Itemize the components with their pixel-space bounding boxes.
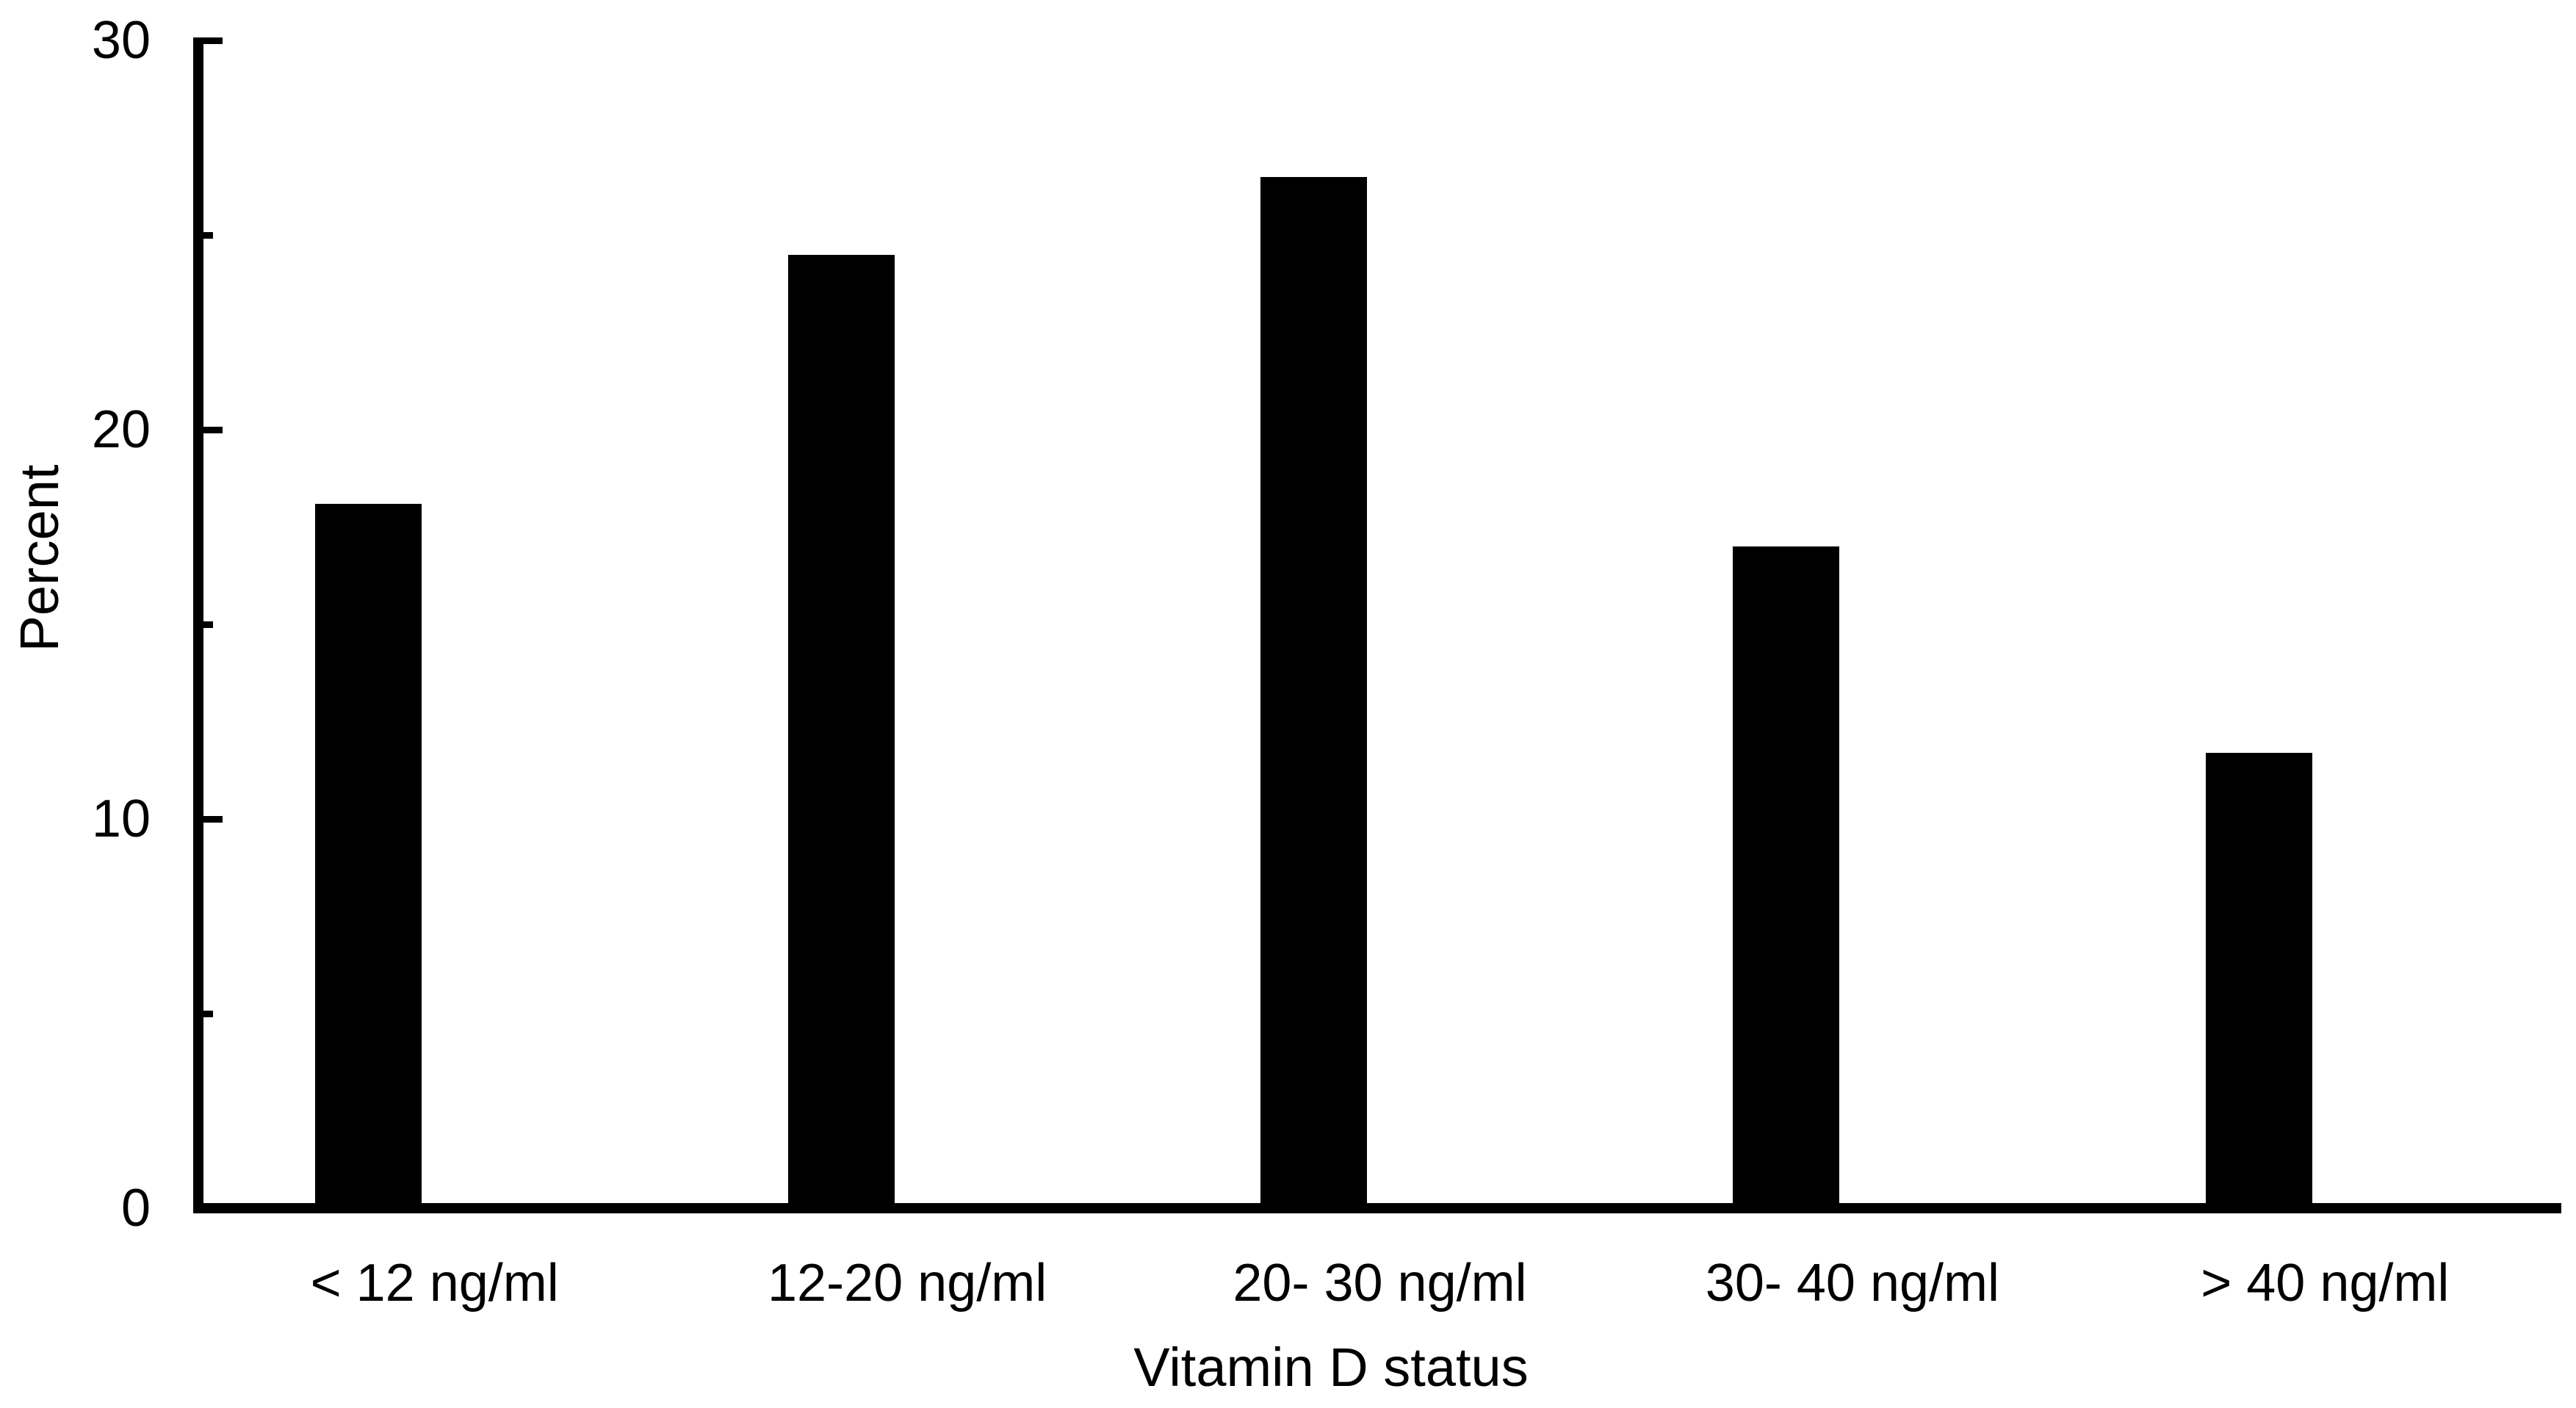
x-tick-label: < 12 ng/ml	[310, 1254, 559, 1313]
y-tick-label: 0	[120, 1179, 151, 1238]
y-tick-label: 30	[91, 11, 151, 70]
x-tick-label: 30- 40 ng/ml	[1705, 1254, 1999, 1313]
bar	[315, 503, 422, 1208]
y-axis-line	[193, 37, 203, 1213]
x-tick-label: 12-20 ng/ml	[767, 1254, 1047, 1313]
y-major-tick	[203, 37, 223, 44]
y-axis-title: Percent	[9, 464, 70, 652]
x-tick-label: 20- 30 ng/ml	[1233, 1254, 1527, 1313]
y-major-tick	[203, 426, 223, 433]
y-minor-tick	[203, 231, 213, 239]
y-tick-label: 20	[91, 400, 151, 459]
y-tick-label: 10	[91, 790, 151, 848]
x-axis-line	[193, 1203, 2561, 1213]
y-major-tick	[203, 815, 223, 823]
bar	[1733, 546, 1840, 1208]
y-minor-tick	[203, 621, 213, 628]
bar	[1260, 176, 1367, 1208]
y-minor-tick	[203, 1010, 213, 1017]
bar	[2205, 752, 2312, 1208]
x-axis-title: Vitamin D status	[1133, 1337, 1529, 1398]
bar	[787, 254, 895, 1208]
x-tick-label: > 40 ng/ml	[2201, 1254, 2450, 1313]
